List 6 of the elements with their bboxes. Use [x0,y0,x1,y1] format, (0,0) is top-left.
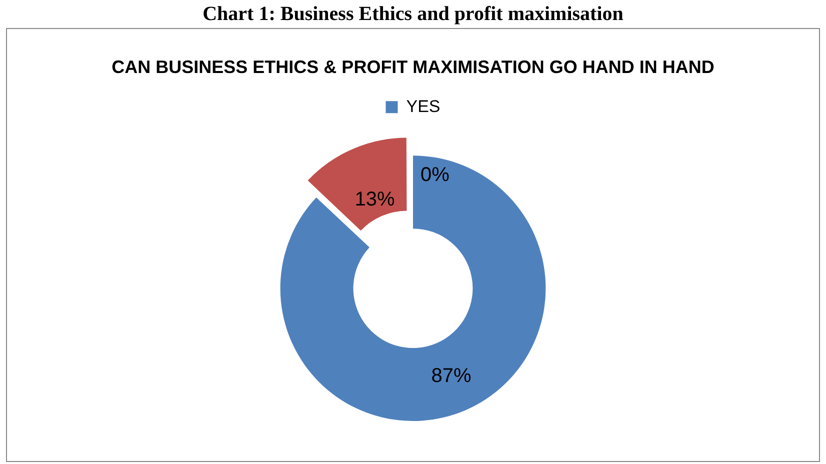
chart-title: CAN BUSINESS ETHICS & PROFIT MAXIMISATION GO HAND IN HAND [112,56,714,77]
caption: Chart 1: Business Ethics and profit maximisation [202,2,624,27]
data-label: 87% [431,365,472,388]
legend-label: YES [406,96,440,116]
data-label: 13% [354,188,396,211]
text: 0% [420,164,450,186]
